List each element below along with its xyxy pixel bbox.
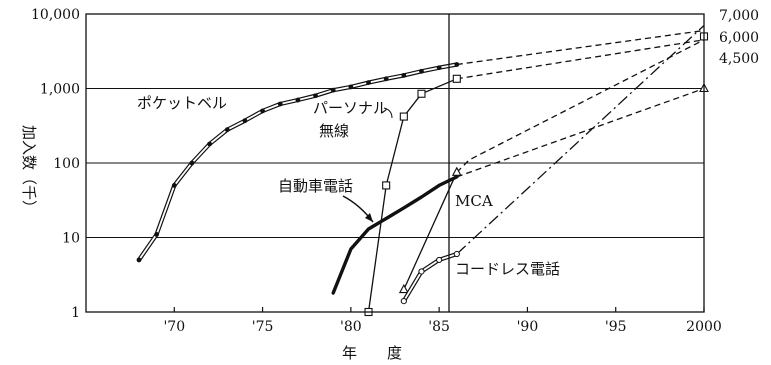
series-0-point [189, 160, 195, 166]
series-4-forecast-line [456, 25, 705, 255]
series-0-point [436, 65, 442, 71]
series-0-point [313, 93, 318, 99]
series-0-point [401, 72, 407, 78]
series-label-personal-radio-2: 無線 [319, 122, 349, 140]
x-tick-label: '75 [252, 319, 274, 335]
series-0-point [260, 108, 265, 114]
y-tick-label: 10,000 [31, 7, 80, 23]
series-label-car-phone: 自動車電話 [278, 177, 353, 195]
series-3-line [403, 172, 458, 290]
series-3-forecast-line [456, 39, 705, 173]
right-label-7000: 7,000 [719, 8, 759, 24]
gridlines [86, 88, 705, 312]
series-label-pager: ポケットベル [137, 94, 227, 112]
series-0-point [295, 97, 301, 103]
series-0-point [154, 232, 160, 237]
series-0-point [454, 62, 460, 67]
y-tick-label: 1 [71, 305, 80, 321]
plot-frame [85, 13, 705, 313]
series-1-forecast-line [456, 39, 705, 80]
x-tick-label: '85 [428, 319, 450, 335]
series-0-point [348, 84, 354, 90]
x-tick-label: '95 [605, 319, 627, 335]
series-4-point [436, 256, 443, 264]
series-0-point [136, 257, 142, 263]
right-label-6000: 6,000 [719, 30, 759, 46]
series-2-forecast-line [456, 87, 705, 178]
y-axis-label: 加入数（千） [20, 125, 38, 215]
series-0-point [383, 76, 389, 82]
x-tick-label: '80 [340, 319, 362, 335]
labels: 年 度 加入数（千） ポケットベル パーソナル 無線 自動車電話 MCA コード… [20, 8, 759, 362]
series-4-point [418, 268, 425, 275]
car-phone-arrow-head [365, 213, 373, 222]
y-tick-label: 100 [53, 156, 80, 172]
series-3-point [398, 283, 409, 294]
series-0-point [366, 80, 371, 86]
series-4-point [453, 250, 460, 258]
series-0-point [171, 183, 177, 188]
series-0-point [207, 141, 213, 147]
series-label-cordless-phone: コードレス電話 [455, 260, 560, 278]
x-tick-label: '70 [163, 319, 185, 335]
axes [85, 13, 705, 313]
series-0-point [242, 118, 248, 124]
series-3-point [451, 166, 462, 176]
tick-labels: 1 10 100 1,000 10,000 '70 '75 '80 '85 '90 '95 2000 [31, 7, 722, 335]
personal-radio-pointer [383, 107, 393, 119]
x-tick-label: '90 [517, 319, 539, 335]
x-axis-label: 年 度 [342, 344, 402, 362]
right-label-4500: 4,500 [719, 51, 759, 67]
series-0-point [419, 68, 424, 74]
series-1-point [417, 89, 426, 98]
series-4-point [400, 298, 407, 305]
series-4-line-inner [403, 253, 458, 302]
y-tick-label: 1,000 [40, 82, 80, 98]
series-0-point [330, 87, 336, 93]
series-1-point [399, 112, 408, 121]
y-tick-label: 10 [62, 231, 80, 247]
x-tick-label: 2000 [686, 319, 722, 335]
series-0-point [277, 101, 283, 107]
series-0-forecast-line [456, 29, 705, 66]
series-1-point [382, 181, 391, 190]
series-0-point [224, 127, 230, 133]
series-2-line [331, 175, 459, 295]
series-1-point [452, 74, 461, 83]
series-label-personal-radio-1: パーソナル [313, 99, 388, 117]
label-pointers [342, 107, 393, 223]
series-lines [136, 25, 709, 317]
series-label-mca: MCA [455, 192, 493, 210]
